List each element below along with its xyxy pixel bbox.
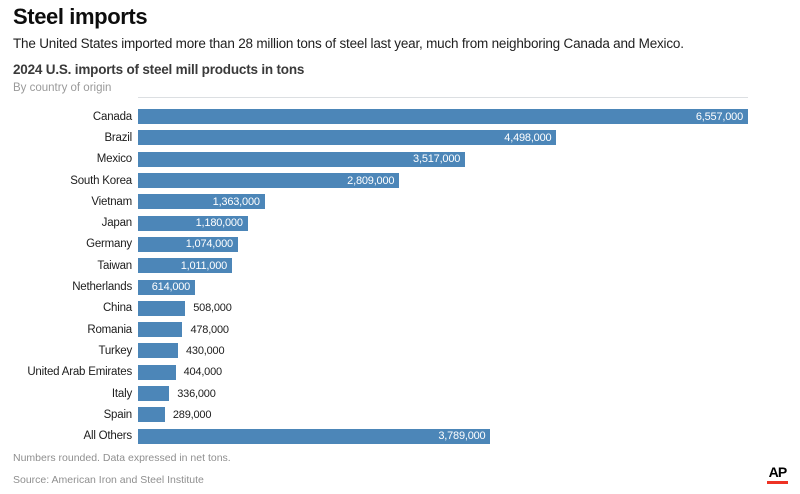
chart-row: United Arab Emirates 404,000 <box>0 362 800 383</box>
chart-row: All Others 3,789,000 <box>0 425 800 446</box>
country-label: All Others <box>83 430 133 443</box>
chart-row: Canada 6,557,000 <box>0 106 800 127</box>
value-label: 404,000 <box>183 366 223 379</box>
value-label: 3,789,000 <box>438 430 486 443</box>
bar: 3,789,000 <box>138 428 491 444</box>
chart-subtitle: By country of origin <box>13 82 112 94</box>
chart-note: Numbers rounded. Data expressed in net t… <box>13 452 231 464</box>
chart-row: Romania 478,000 <box>0 319 800 340</box>
country-label: Germany <box>86 238 132 251</box>
chart-top-rule <box>138 97 748 98</box>
value-label: 6,557,000 <box>695 110 743 123</box>
bar <box>138 407 165 423</box>
bar-track: 3,517,000 <box>138 151 748 167</box>
bar: 4,498,000 <box>138 130 557 146</box>
bar-track: 2,809,000 <box>138 173 748 189</box>
chart-row: Vietnam 1,363,000 <box>0 191 800 212</box>
value-label: 1,074,000 <box>185 238 233 251</box>
value-label: 478,000 <box>190 323 229 336</box>
value-label: 1,011,000 <box>180 259 228 272</box>
country-label: Spain <box>103 408 133 421</box>
bar: 1,363,000 <box>138 194 265 210</box>
chart-row: Germany 1,074,000 <box>0 234 800 255</box>
country-label: Turkey <box>98 344 132 357</box>
chart-row: Taiwan 1,011,000 <box>0 255 800 276</box>
chart-title: 2024 U.S. imports of steel mill products… <box>13 62 305 77</box>
chart-row: Netherlands 614,000 <box>0 276 800 297</box>
bar <box>138 386 170 401</box>
ap-logo-text: AP <box>768 464 788 480</box>
country-label: Netherlands <box>72 281 132 294</box>
chart-row: Mexico 3,517,000 <box>0 149 800 170</box>
bar: 2,809,000 <box>138 173 400 189</box>
bar-track: 1,011,000 <box>138 258 748 274</box>
bar <box>138 343 178 359</box>
country-label: Italy <box>111 387 132 400</box>
bar-track: 430,000 <box>138 343 748 359</box>
value-label: 4,498,000 <box>504 131 552 144</box>
chart-row: Japan 1,180,000 <box>0 212 800 233</box>
bar-track: 6,557,000 <box>138 109 748 125</box>
bar-track: 508,000 <box>138 300 748 316</box>
bar <box>138 322 183 338</box>
country-label: United Arab Emirates <box>27 366 132 379</box>
value-label: 508,000 <box>193 302 232 315</box>
value-label: 1,180,000 <box>195 217 243 230</box>
bar: 1,180,000 <box>138 215 248 231</box>
chart-row: Italy 336,000 <box>0 383 800 404</box>
country-label: China <box>102 302 132 315</box>
chart-row: China 508,000 <box>0 298 800 319</box>
bar-track: 1,363,000 <box>138 194 748 210</box>
bar: 1,074,000 <box>138 236 238 252</box>
country-label: Canada <box>92 110 132 123</box>
chart-row: Turkey 430,000 <box>0 340 800 361</box>
bar-chart: Canada 6,557,000 Brazil 4,498,000 Mexico 3,51… <box>0 106 800 447</box>
chart-source: Source: American Iron and Steel Institut… <box>13 474 204 486</box>
bar: 6,557,000 <box>138 109 748 125</box>
country-label: South Korea <box>70 174 132 187</box>
chart-row: Spain 289,000 <box>0 404 800 425</box>
country-label: Mexico <box>96 153 132 166</box>
page-description: The United States imported more than 28 … <box>13 36 684 51</box>
chart-row: South Korea 2,809,000 <box>0 170 800 191</box>
bar-track: 3,789,000 <box>138 428 748 444</box>
bar: 3,517,000 <box>138 151 466 167</box>
country-label: Vietnam <box>91 195 132 208</box>
bar <box>138 300 186 316</box>
bar-track: 1,074,000 <box>138 236 748 252</box>
chart-row: Brazil 4,498,000 <box>0 127 800 148</box>
bar-track: 478,000 <box>138 322 748 338</box>
bar-track: 614,000 <box>138 279 748 295</box>
value-label: 289,000 <box>172 408 212 421</box>
value-label: 336,000 <box>177 387 216 400</box>
value-label: 3,517,000 <box>413 153 461 166</box>
bar <box>138 364 176 380</box>
page-title: Steel imports <box>13 4 148 29</box>
bar-track: 336,000 <box>138 386 748 401</box>
value-label: 2,809,000 <box>347 174 395 187</box>
bar: 1,011,000 <box>138 258 233 274</box>
bar: 614,000 <box>138 279 196 295</box>
bar-track: 289,000 <box>138 407 748 423</box>
value-label: 614,000 <box>151 281 191 294</box>
bar-track: 404,000 <box>138 364 748 380</box>
value-label: 1,363,000 <box>212 195 260 208</box>
value-label: 430,000 <box>186 344 225 357</box>
bar-track: 4,498,000 <box>138 130 748 146</box>
bar-track: 1,180,000 <box>138 215 748 231</box>
country-label: Japan <box>101 217 133 230</box>
country-label: Romania <box>87 323 132 336</box>
country-label: Taiwan <box>97 259 132 272</box>
ap-logo-underline <box>767 481 788 484</box>
ap-logo: AP <box>767 465 788 484</box>
country-label: Brazil <box>104 131 132 144</box>
